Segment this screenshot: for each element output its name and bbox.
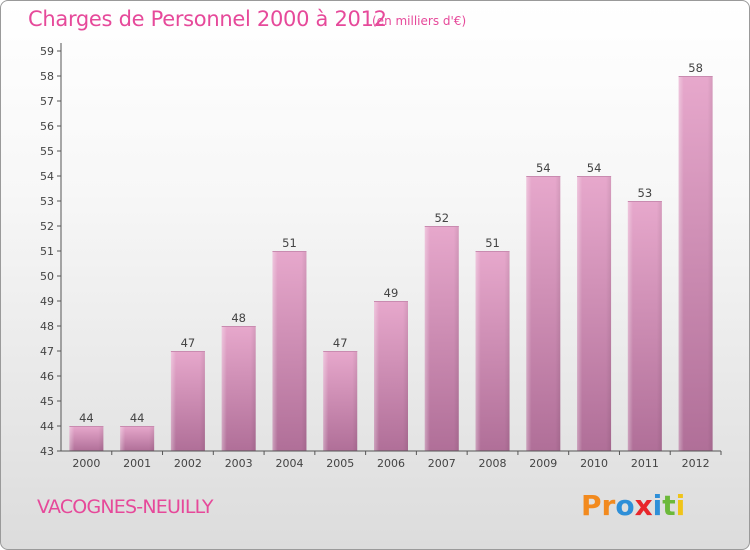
data-label: 44 bbox=[130, 411, 145, 425]
logo-letter: i bbox=[675, 489, 686, 522]
x-tick-label: 2012 bbox=[682, 457, 710, 470]
y-tick-label: 51 bbox=[40, 245, 54, 258]
x-tick-label: 2011 bbox=[631, 457, 659, 470]
y-tick-label: 53 bbox=[40, 195, 54, 208]
logo-letter: P bbox=[581, 489, 602, 522]
proxiti-logo[interactable]: Proxiti bbox=[581, 489, 685, 522]
y-tick-label: 57 bbox=[40, 95, 54, 108]
x-tick-label: 2001 bbox=[123, 457, 151, 470]
bar-highlight bbox=[69, 426, 104, 451]
data-label: 54 bbox=[536, 161, 551, 175]
data-label: 53 bbox=[638, 186, 653, 200]
x-axis: 2000 2001 2002 2003 2004 2005 2006 2007 2008 2009… bbox=[61, 450, 722, 470]
logo-letter: t bbox=[662, 489, 676, 522]
x-tick-label: 2006 bbox=[377, 457, 405, 470]
x-tick-label: 2005 bbox=[326, 457, 354, 470]
y-tick-label: 50 bbox=[40, 270, 54, 283]
data-label: 54 bbox=[587, 161, 602, 175]
bar-highlight bbox=[120, 426, 155, 451]
logo-letter: i bbox=[652, 489, 663, 522]
data-label: 51 bbox=[485, 236, 500, 250]
y-tick-label: 46 bbox=[40, 370, 54, 383]
bar-highlight bbox=[323, 351, 358, 451]
data-label: 48 bbox=[231, 311, 246, 325]
bar-highlight bbox=[272, 251, 307, 451]
x-tick-label: 2008 bbox=[479, 457, 507, 470]
y-tick-label: 58 bbox=[40, 70, 54, 83]
y-tick-label: 43 bbox=[40, 445, 54, 458]
y-tick-label: 52 bbox=[40, 220, 54, 233]
x-tick-label: 2007 bbox=[428, 457, 456, 470]
bars: 44 44 47 48 51 47 49 52 51 54 54 53 58 bbox=[69, 61, 713, 451]
x-tick-label: 2009 bbox=[529, 457, 557, 470]
logo-letter: x bbox=[634, 489, 653, 522]
data-label: 58 bbox=[688, 61, 703, 75]
y-tick-label: 49 bbox=[40, 295, 54, 308]
data-label: 44 bbox=[79, 411, 94, 425]
x-tick-label: 2002 bbox=[174, 457, 202, 470]
y-tick-label: 47 bbox=[40, 345, 54, 358]
y-tick-label: 45 bbox=[40, 395, 54, 408]
x-tick-label: 2010 bbox=[580, 457, 608, 470]
y-axis: 43 44 45 46 47 48 49 50 51 52 53 54 55 56 57 58 59 bbox=[40, 43, 62, 458]
bar-highlight bbox=[627, 201, 662, 451]
data-label: 51 bbox=[282, 236, 297, 250]
commune-name: VACOGNES-NEUILLY bbox=[37, 496, 214, 518]
bar-highlight bbox=[577, 176, 612, 451]
y-tick-label: 56 bbox=[40, 120, 54, 133]
bar-highlight bbox=[475, 251, 510, 451]
data-label: 47 bbox=[333, 336, 348, 350]
data-label: 52 bbox=[434, 211, 449, 225]
bar-highlight bbox=[374, 301, 408, 451]
y-tick-label: 54 bbox=[40, 170, 54, 183]
y-tick-label: 55 bbox=[40, 145, 54, 158]
logo-letter: o bbox=[615, 489, 635, 522]
chart-subtitle: (en milliers d'€) bbox=[372, 14, 467, 28]
x-tick-label: 2003 bbox=[225, 457, 253, 470]
data-label: 47 bbox=[181, 336, 196, 350]
bar-highlight bbox=[170, 351, 205, 451]
bar-highlight bbox=[424, 226, 459, 451]
logo-letter: r bbox=[601, 489, 616, 522]
bar-highlight bbox=[526, 176, 561, 451]
y-tick-label: 48 bbox=[40, 320, 54, 333]
y-tick-label: 44 bbox=[40, 420, 54, 433]
data-label: 49 bbox=[384, 286, 399, 300]
bar-highlight bbox=[678, 76, 713, 451]
chart-title: Charges de Personnel 2000 à 2012 bbox=[28, 7, 387, 31]
x-tick-label: 2004 bbox=[275, 457, 303, 470]
x-tick-label: 2000 bbox=[72, 457, 100, 470]
y-tick-label: 59 bbox=[40, 45, 54, 58]
bar-highlight bbox=[221, 326, 256, 451]
